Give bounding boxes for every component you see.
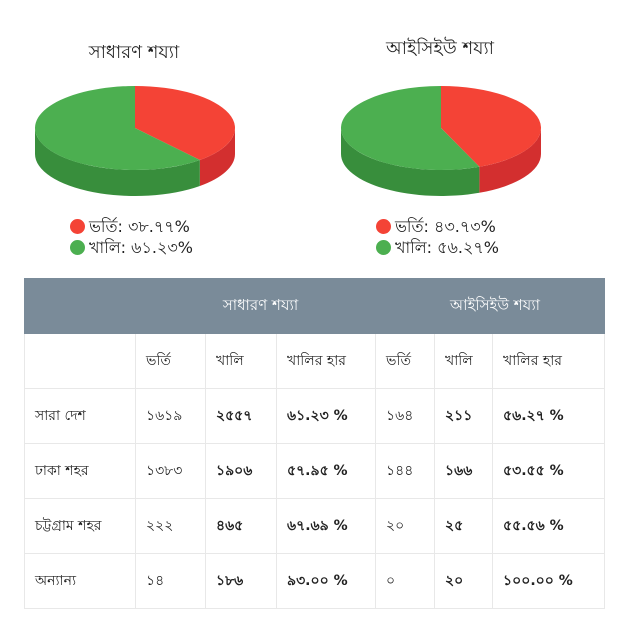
table-cell: ৫৩.৫৫ % <box>492 443 606 499</box>
table-cell: ৯৩.০০ % <box>275 553 377 609</box>
legend-swatch <box>70 219 85 234</box>
header-cell: খালি <box>434 333 494 389</box>
table-cell: ১৯০৬ <box>205 443 277 499</box>
table-row: ঢাকা শহর ১৩৮৩ ১৯০৬ ৫৭.৯৫ % ১৪৪ ১৬৬ ৫৩.৫৫… <box>24 443 606 499</box>
bed-status-table: সাধারণ শয্যা আইসিইউ শয্যা ভর্তি খালি খাল… <box>24 278 606 609</box>
legend-general: ভর্তি: ৩৮.৭৭% খালি: ৬১.২৩% <box>70 216 193 258</box>
table-row: সারা দেশ ১৬১৯ ২৫৫৭ ৬১.২৩ % ১৬৪ ২১১ ৫৬.২৭… <box>24 388 606 444</box>
pie-slice <box>341 86 480 170</box>
table-cell: ২০ <box>434 553 494 609</box>
table-cell: ১৩৮৩ <box>135 443 206 499</box>
pie-slice-side <box>341 128 480 196</box>
pie-chart-general <box>34 86 235 196</box>
table-cell: ১৬৪ <box>375 388 436 444</box>
chart-title-icu: আইসিইউ শয্যা <box>386 38 494 59</box>
table-cell: ৬৭.৬৯ % <box>275 498 377 554</box>
region-cell: ঢাকা শহর <box>24 443 136 499</box>
pie-slice-side <box>35 128 200 196</box>
header-cell: খালির হার <box>275 333 377 389</box>
table-cell: ০ <box>375 553 436 609</box>
pie-slice-side <box>199 128 235 186</box>
legend-item-vacant: খালি: ৬১.২৩% <box>70 237 193 258</box>
legend-swatch <box>376 219 391 234</box>
table-cell: ১৬১৯ <box>135 388 206 444</box>
legend-label: খালি: ৬১.২৩% <box>89 238 194 257</box>
table-cell: ৬১.২৩ % <box>275 388 377 444</box>
legend-item-vacant: খালি: ৫৬.২৭% <box>376 237 499 258</box>
region-cell: চট্টগ্রাম শহর <box>24 498 136 554</box>
header-blank <box>24 278 136 334</box>
table-cell: ২৫ <box>434 498 494 554</box>
legend-label: খালি: ৫৬.২৭% <box>395 238 500 257</box>
header-blank <box>24 333 136 389</box>
header-cell: ভর্তি <box>135 333 206 389</box>
table-cell: ১৪ <box>135 553 206 609</box>
header-cell: খালি <box>205 333 277 389</box>
region-cell: সারা দেশ <box>24 388 136 444</box>
legend-label: ভর্তি: ৪৩.৭৩% <box>395 217 496 236</box>
header-cell: ভর্তি <box>375 333 436 389</box>
header-cell: খালির হার <box>492 333 606 389</box>
table-cell: ২০ <box>375 498 436 554</box>
table-row: চট্টগ্রাম শহর ২২২ ৪৬৫ ৬৭.৬৯ % ২০ ২৫ ৫৫.৫… <box>24 498 606 554</box>
table-cell: ১৪৪ <box>375 443 436 499</box>
table-cell: ১০০.০০ % <box>492 553 606 609</box>
table-row: অন্যান্য ১৪ ১৮৬ ৯৩.০০ % ০ ২০ ১০০.০০ % <box>24 553 606 609</box>
table-cell: ৫৭.৯৫ % <box>275 443 377 499</box>
table-cell: ১৬৬ <box>434 443 494 499</box>
header-icu-bed: আইসিইউ শয্যা <box>375 278 606 334</box>
table-cell: ৫৫.৫৬ % <box>492 498 606 554</box>
legend-item-occupied: ভর্তি: ৩৮.৭৭% <box>70 216 193 237</box>
legend-item-occupied: ভর্তি: ৪৩.৭৩% <box>376 216 499 237</box>
table-cell: ২৫৫৭ <box>205 388 277 444</box>
legend-icu: ভর্তি: ৪৩.৭৩% খালি: ৫৬.২৭% <box>376 216 499 258</box>
legend-swatch <box>376 240 391 255</box>
pie-slice <box>135 86 235 160</box>
table-sub-header: ভর্তি খালি খালির হার ভর্তি খালি খালির হা… <box>24 333 606 389</box>
table-cell: ৪৬৫ <box>205 498 277 554</box>
pie-slice <box>34 86 200 170</box>
pie-slice-side <box>479 128 541 193</box>
table-cell: ২২২ <box>135 498 206 554</box>
legend-swatch <box>70 240 85 255</box>
table-cell: ১৮৬ <box>205 553 277 609</box>
table-cell: ২১১ <box>434 388 494 444</box>
table-group-header: সাধারণ শয্যা আইসিইউ শয্যা <box>24 278 606 334</box>
pie-slice <box>441 86 541 167</box>
pie-chart-icu <box>341 86 541 196</box>
chart-title-general: সাধারণ শয্যা <box>88 42 180 63</box>
region-cell: অন্যান্য <box>24 553 136 609</box>
header-general-bed: সাধারণ শয্যা <box>134 278 377 334</box>
table-cell: ৫৬.২৭ % <box>492 388 606 444</box>
legend-label: ভর্তি: ৩৮.৭৭% <box>89 217 190 236</box>
